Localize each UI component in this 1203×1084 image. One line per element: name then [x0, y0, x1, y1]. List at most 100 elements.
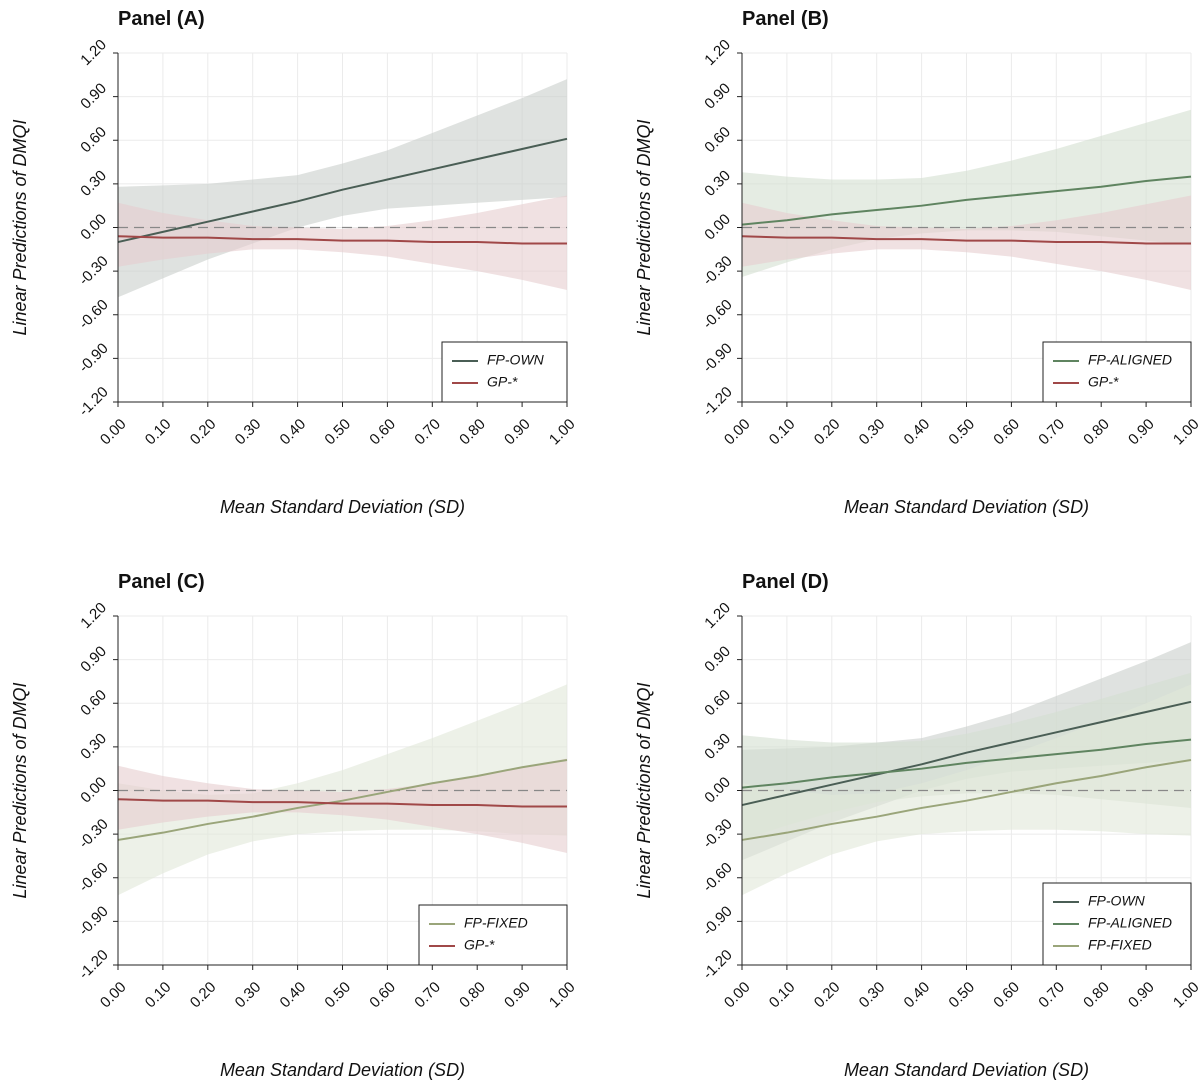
x-tick-label: 1.00 — [546, 416, 579, 449]
y-tick-label: -1.20 — [700, 384, 736, 420]
panel: Panel (C) Linear Predictions of DMQI Mean … — [10, 571, 579, 1080]
x-tick-label: 0.00 — [97, 416, 130, 449]
confidence-band — [742, 684, 1191, 896]
panel-title: Panel (A) — [118, 8, 205, 30]
x-tick-label: 0.80 — [456, 979, 489, 1012]
y-tick-label: -0.60 — [76, 859, 112, 895]
y-tick-label: 0.30 — [701, 167, 734, 200]
y-tick-label: -1.20 — [76, 947, 112, 983]
y-tick-label: -0.60 — [700, 296, 736, 332]
y-tick-label: 0.90 — [77, 643, 110, 676]
y-tick-label: 0.00 — [77, 774, 110, 807]
x-tick-label: 0.80 — [1080, 979, 1113, 1012]
y-tick-label: -1.20 — [76, 384, 112, 420]
x-tick-label: 1.00 — [546, 979, 579, 1012]
panel: Panel (B) Linear Predictions of DMQI Mean … — [634, 8, 1203, 517]
y-tick-label: -0.60 — [700, 859, 736, 895]
legend-label: GP-* — [1088, 374, 1119, 390]
series-line — [117, 235, 567, 245]
x-tick-label: 0.90 — [501, 416, 534, 449]
y-axis-label: Linear Predictions of DMQI — [10, 119, 30, 335]
x-tick-label: 0.30 — [856, 416, 889, 449]
series-line — [741, 758, 1192, 841]
x-tick-label: 0.60 — [990, 979, 1023, 1012]
series-line — [117, 758, 568, 841]
x-tick-label: 0.90 — [1125, 416, 1158, 449]
x-axis-label: Mean Standard Deviation (SD) — [220, 497, 465, 517]
x-tick-label: 0.40 — [277, 979, 310, 1012]
legend-label: FP-OWN — [487, 352, 545, 368]
x-tick-label: 0.50 — [945, 416, 978, 449]
x-tick-label: 0.60 — [990, 416, 1023, 449]
y-tick-label: 1.20 — [77, 599, 110, 632]
x-axis-label: Mean Standard Deviation (SD) — [844, 497, 1089, 517]
confidence-band — [742, 195, 1191, 291]
x-tick-label: 0.00 — [721, 979, 754, 1012]
x-tick-label: 0.40 — [277, 416, 310, 449]
y-tick-label: -0.60 — [76, 296, 112, 332]
x-tick-label: 0.00 — [97, 979, 130, 1012]
y-tick-label: 0.90 — [77, 80, 110, 113]
series-line — [117, 137, 568, 244]
legend-label: GP-* — [464, 937, 495, 953]
x-tick-label: 0.10 — [142, 416, 175, 449]
series-line — [741, 700, 1192, 807]
y-tick-label: -0.90 — [76, 903, 112, 939]
x-tick-label: 0.20 — [811, 979, 844, 1012]
panel: Panel (D) Linear Predictions of DMQI Mean … — [634, 571, 1203, 1080]
y-tick-label: -0.30 — [700, 816, 736, 852]
confidence-band — [118, 195, 567, 291]
y-tick-label: 0.60 — [701, 687, 734, 720]
x-tick-label: 0.20 — [187, 979, 220, 1012]
y-tick-label: -0.90 — [76, 340, 112, 376]
x-tick-label: 1.00 — [1170, 979, 1203, 1012]
x-tick-label: 1.00 — [1170, 416, 1203, 449]
x-tick-label: 0.70 — [411, 416, 444, 449]
y-tick-label: 0.00 — [701, 774, 734, 807]
x-tick-label: 0.20 — [811, 416, 844, 449]
y-tick-label: 0.60 — [701, 124, 734, 157]
x-tick-label: 0.60 — [366, 416, 399, 449]
x-tick-label: 0.90 — [501, 979, 534, 1012]
legend-label: FP-ALIGNED — [1088, 915, 1172, 931]
y-tick-label: 0.00 — [77, 211, 110, 244]
series-line — [741, 175, 1192, 226]
legend-box — [441, 341, 568, 403]
y-tick-label: -0.90 — [700, 903, 736, 939]
x-tick-label: 0.10 — [766, 979, 799, 1012]
x-tick-label: 0.40 — [901, 979, 934, 1012]
x-tick-label: 0.90 — [1125, 979, 1158, 1012]
x-tick-label: 0.30 — [232, 416, 265, 449]
panel-title: Panel (C) — [118, 571, 205, 593]
y-tick-label: 0.60 — [77, 687, 110, 720]
y-tick-label: 0.30 — [77, 730, 110, 763]
y-tick-label: 0.30 — [701, 730, 734, 763]
x-tick-label: 0.00 — [721, 416, 754, 449]
confidence-band — [118, 758, 567, 854]
y-tick-label: -0.90 — [700, 340, 736, 376]
panel: Panel (A) Linear Predictions of DMQI Mean … — [10, 8, 579, 517]
x-tick-label: 0.10 — [766, 416, 799, 449]
series-line — [741, 235, 1191, 245]
y-axis-label: Linear Predictions of DMQI — [634, 119, 654, 335]
y-tick-label: 0.30 — [77, 167, 110, 200]
x-tick-label: 0.20 — [187, 416, 220, 449]
x-tick-label: 0.10 — [142, 979, 175, 1012]
y-tick-label: 0.60 — [77, 124, 110, 157]
x-tick-label: 0.80 — [456, 416, 489, 449]
y-tick-label: 0.00 — [701, 211, 734, 244]
legend-label: FP-FIXED — [1088, 937, 1152, 953]
confidence-band — [118, 684, 567, 896]
panel-title: Panel (B) — [742, 8, 829, 30]
x-tick-label: 0.50 — [945, 979, 978, 1012]
x-tick-label: 0.70 — [411, 979, 444, 1012]
panel-title: Panel (D) — [742, 571, 829, 593]
x-tick-label: 0.70 — [1035, 979, 1068, 1012]
x-tick-label: 0.60 — [366, 979, 399, 1012]
x-axis-label: Mean Standard Deviation (SD) — [220, 1060, 465, 1080]
legend-label: FP-OWN — [1088, 893, 1146, 909]
legend-box — [418, 904, 568, 966]
y-tick-label: -1.20 — [700, 947, 736, 983]
x-tick-label: 0.50 — [321, 979, 354, 1012]
